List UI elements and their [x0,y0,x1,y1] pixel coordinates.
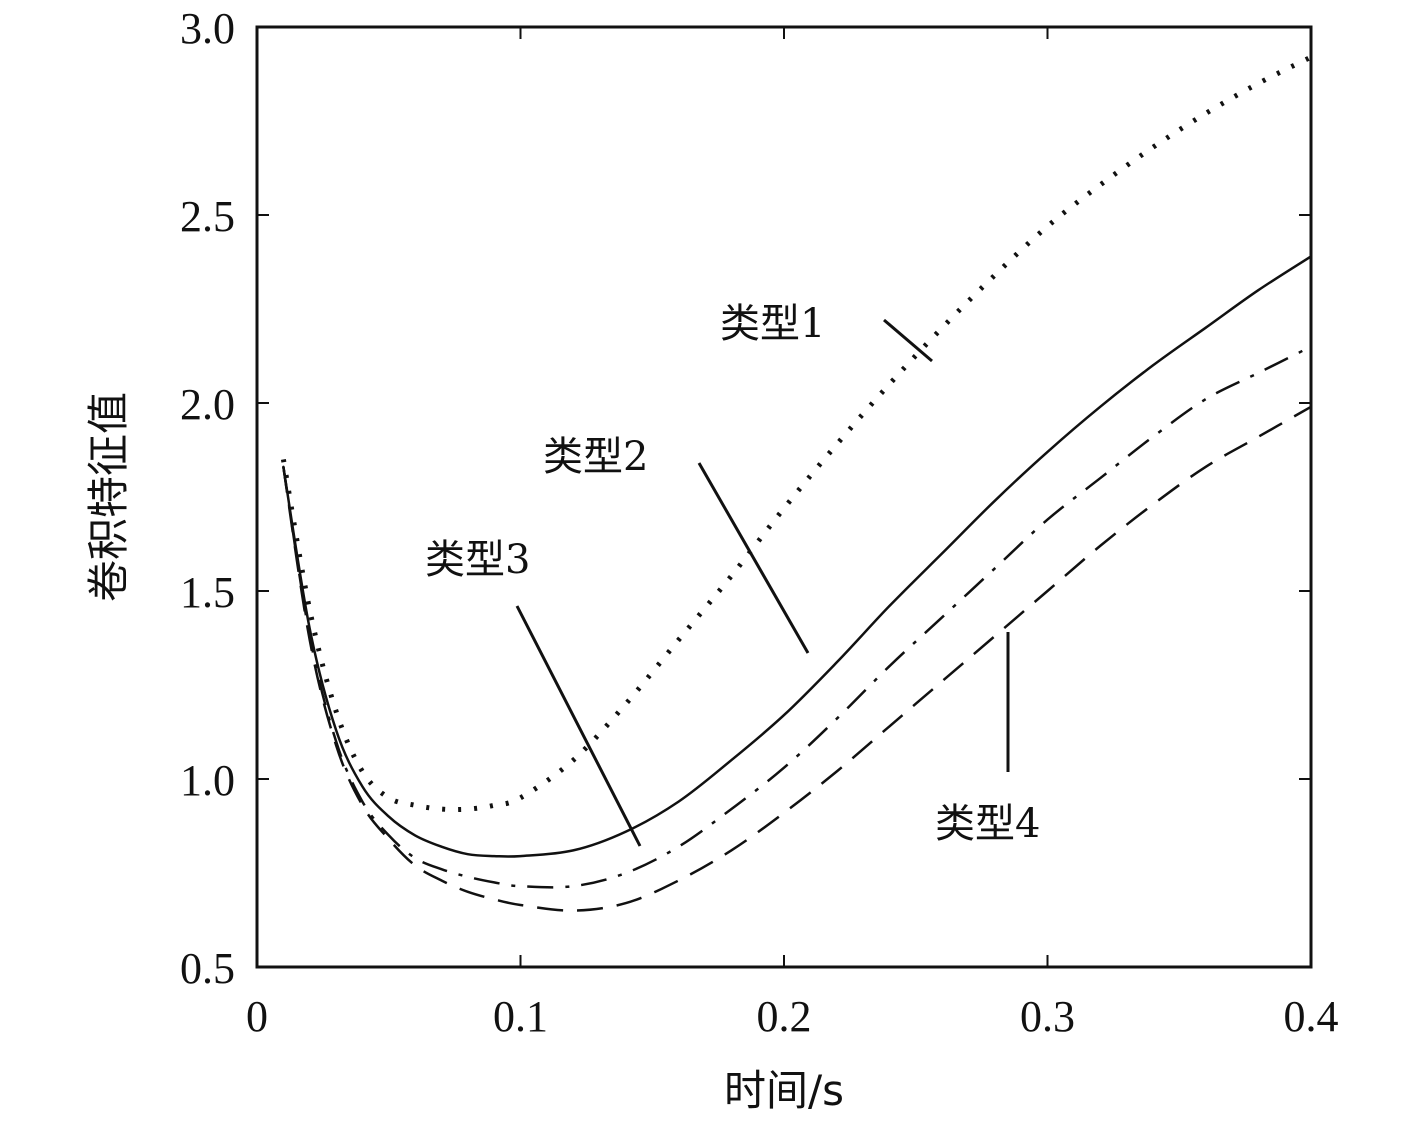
x-tick-label: 0.1 [493,992,548,1041]
series-line-2 [282,255,1313,858]
annotation-layer: 类型1 类型2 类型3 类型4 [425,301,1040,847]
y-tick-label: 1.0 [180,756,235,805]
y-tick-label: 3.0 [180,4,235,53]
x-tick-label: 0 [246,992,268,1041]
y-axis-title: 卷积特征值 [84,392,133,602]
tick-layer: 0 0.1 0.2 0.3 0.4 0.5 1.0 1.5 2.0 2.5 3.0 [180,4,1339,1041]
y-tick-label: 0.5 [180,944,235,993]
annotation-leader-line [883,318,933,363]
y-tick-label: 2.5 [180,192,235,241]
series-line-1 [280,54,1313,813]
annotation-label: 类型1 [720,301,825,347]
series-line-3 [282,345,1312,889]
annotation-leader-line [515,605,642,847]
annotation-label: 类型4 [935,801,1040,847]
x-tick-label: 0.2 [757,992,812,1041]
series-line-4 [282,405,1312,912]
annotation-leader-line [697,462,810,654]
y-tick-label: 2.0 [180,380,235,429]
annotation-label: 类型3 [425,537,530,583]
y-tick-label: 1.5 [180,568,235,617]
x-axis-title: 时间/s [724,1066,844,1115]
x-tick-label: 0.3 [1020,992,1075,1041]
x-tick-label: 0.4 [1284,992,1339,1041]
annotation-label: 类型2 [543,434,648,480]
series-layer [280,54,1313,912]
plot-frame [255,25,1313,969]
